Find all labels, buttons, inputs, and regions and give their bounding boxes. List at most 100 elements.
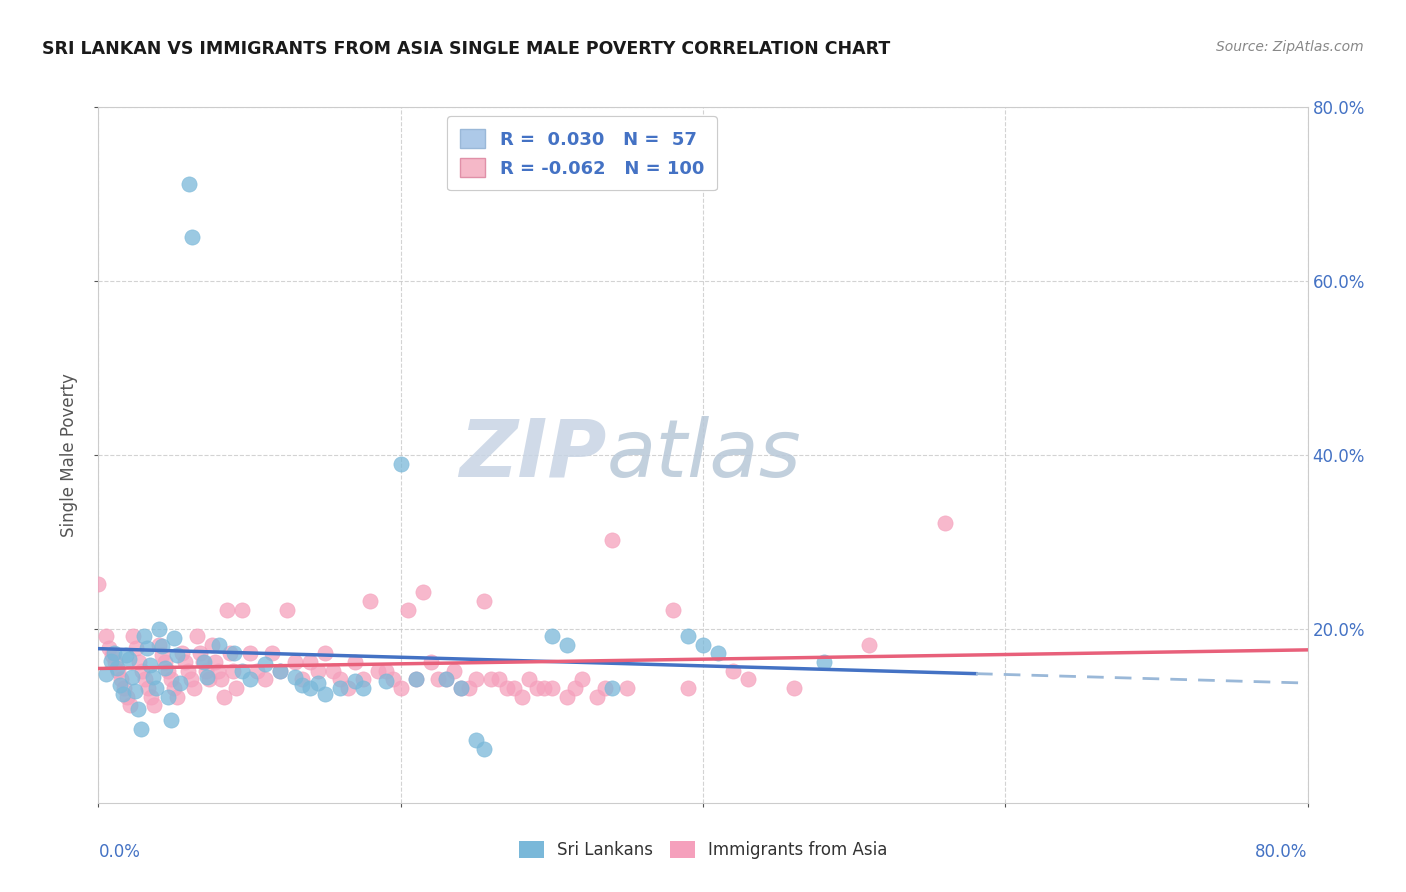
Point [382,673,405,687]
Point [166,690,188,704]
Point [314,646,336,660]
Point [555,638,578,652]
Point [434,673,457,687]
Point [208,638,231,652]
Point [105,661,128,675]
Point [374,674,396,689]
Point [139,658,162,673]
Point [555,690,578,704]
Point [662,603,685,617]
Point [122,629,145,643]
Point [142,670,165,684]
Point [262,646,284,660]
Text: ZIP: ZIP [458,416,606,494]
Point [148,638,170,652]
Text: 0.0%: 0.0% [98,843,141,861]
Point [329,673,352,687]
Point [170,646,193,660]
Point [115,690,138,704]
Point [533,681,555,695]
Text: Source: ZipAtlas.com: Source: ZipAtlas.com [1216,40,1364,54]
Point [299,655,322,669]
Point [194,664,217,678]
Point [169,675,191,690]
Point [443,664,465,678]
Point [307,675,329,690]
Point [352,673,374,687]
Point [94,629,117,643]
Point [134,673,156,687]
Point [156,664,179,678]
Point [120,698,142,713]
Point [307,664,329,678]
Y-axis label: Single Male Poverty: Single Male Poverty [60,373,79,537]
Point [219,646,242,660]
Point [396,603,419,617]
Point [148,622,170,636]
Text: 80.0%: 80.0% [1256,843,1308,861]
Point [314,687,336,701]
Point [389,681,412,695]
Point [101,648,124,662]
Point [676,681,699,695]
Point [488,673,510,687]
Point [602,681,624,695]
Point [858,638,880,652]
Point [602,533,624,548]
Point [450,681,472,695]
Point [291,678,314,692]
Point [427,673,450,687]
Point [412,585,434,599]
Point [107,664,129,678]
Point [129,722,152,736]
Point [540,681,562,695]
Point [224,646,246,660]
Point [253,673,276,687]
Point [284,670,307,684]
Point [405,673,427,687]
Point [186,629,208,643]
Point [934,516,956,530]
Text: atlas: atlas [606,416,801,494]
Point [336,681,359,695]
Text: SRI LANKAN VS IMMIGRANTS FROM ASIA SINGLE MALE POVERTY CORRELATION CHART: SRI LANKAN VS IMMIGRANTS FROM ASIA SINGL… [42,40,890,58]
Point [593,681,616,695]
Point [344,655,367,669]
Point [103,646,125,660]
Point [207,664,229,678]
Point [374,664,396,678]
Point [112,681,135,695]
Point [204,655,226,669]
Point [723,664,745,678]
Point [465,733,488,747]
Point [181,230,204,244]
Point [124,684,146,698]
Point [166,648,188,662]
Point [322,664,344,678]
Point [143,698,166,713]
Point [457,681,479,695]
Point [420,655,443,669]
Point [540,629,562,643]
Point [517,673,540,687]
Point [813,655,835,669]
Point [692,638,714,652]
Point [114,648,136,662]
Point [783,681,806,695]
Legend: R =  0.030   N =  57, R = -0.062   N = 100: R = 0.030 N = 57, R = -0.062 N = 100 [447,116,717,190]
Point [195,670,218,684]
Point [450,681,472,695]
Point [191,655,214,669]
Point [111,687,134,701]
Point [215,603,238,617]
Point [153,661,176,675]
Point [510,690,533,704]
Point [253,657,276,671]
Point [329,681,352,695]
Point [276,603,298,617]
Point [616,681,638,695]
Point [163,681,186,695]
Point [481,673,503,687]
Point [160,713,183,727]
Point [98,640,121,655]
